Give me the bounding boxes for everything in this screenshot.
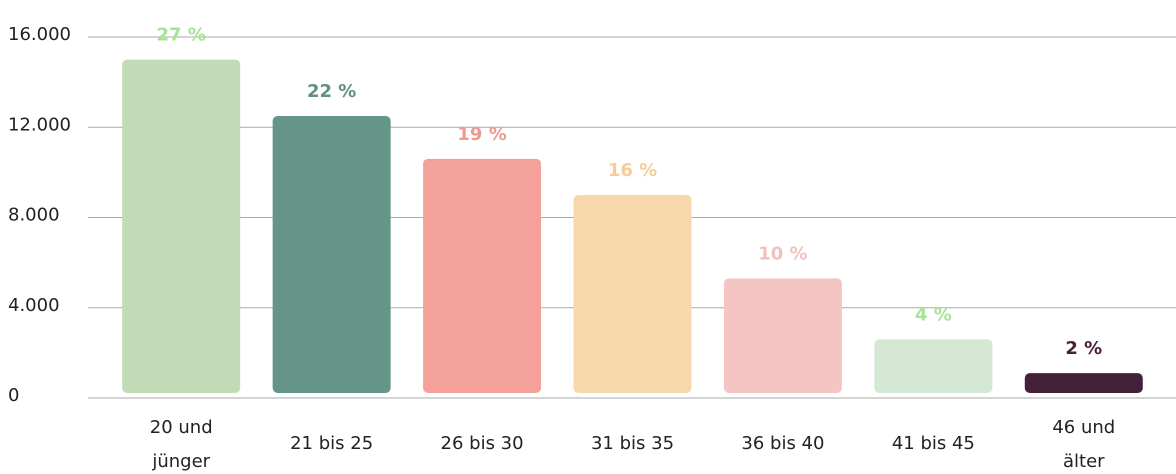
bar	[272, 115, 391, 393]
data-label: 2 %	[1065, 338, 1102, 359]
bar	[1024, 373, 1143, 393]
data-label: 22 %	[307, 81, 356, 102]
bar	[573, 194, 692, 393]
data-label: 27 %	[157, 25, 206, 46]
data-label: 16 %	[608, 160, 657, 181]
y-tick-label: 12.000	[8, 114, 71, 135]
x-tick-label: 46 und älter	[1052, 417, 1115, 472]
x-tick-label: 31 bis 35	[591, 433, 674, 454]
data-label: 10 %	[758, 243, 807, 264]
data-label: 19 %	[457, 124, 506, 145]
data-label: 4 %	[915, 304, 952, 325]
bar	[122, 59, 241, 393]
y-tick-label: 8.000	[8, 205, 60, 226]
x-tick-label: 21 bis 25	[290, 433, 373, 454]
y-tick-label: 0	[8, 385, 19, 406]
x-tick-label: 20 und jünger	[150, 417, 213, 472]
y-tick-label: 16.000	[8, 24, 71, 45]
bar	[423, 158, 542, 393]
bar	[723, 278, 842, 393]
y-tick-label: 4.000	[8, 295, 60, 316]
x-tick-label: 41 bis 45	[892, 433, 975, 454]
x-tick-label: 36 bis 40	[741, 433, 824, 454]
bar	[874, 339, 993, 393]
x-tick-label: 26 bis 30	[441, 433, 524, 454]
